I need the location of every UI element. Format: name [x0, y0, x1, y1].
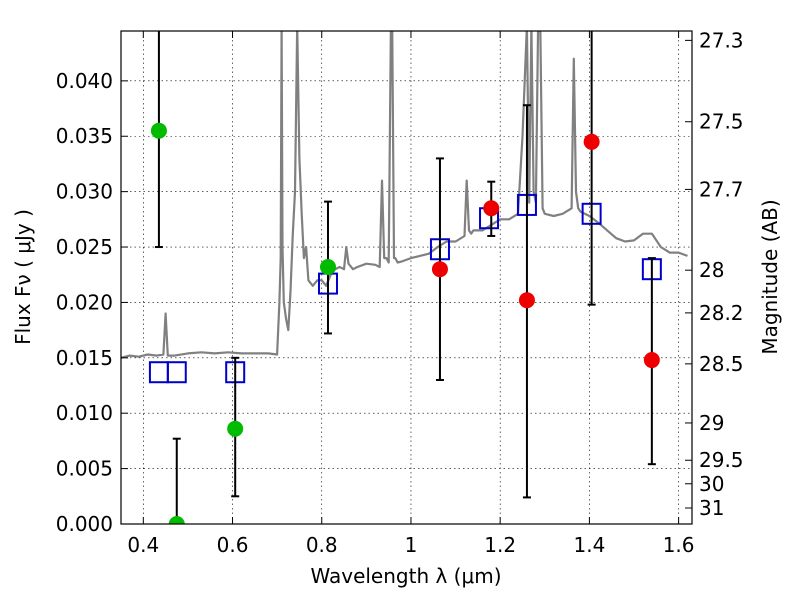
- x-tick-label: 0.8: [306, 533, 338, 557]
- model-band-flux-square: [148, 361, 169, 384]
- model-spectrum-line: [121, 31, 688, 359]
- y2-tick-label: 27.7: [699, 177, 744, 201]
- y-tick-label: 0.025: [56, 235, 113, 259]
- y-tick-label: 0.010: [56, 401, 113, 425]
- y2-tick-label: 28.2: [699, 301, 744, 325]
- y2-tick-label: 28.5: [699, 352, 744, 376]
- y-axis-title: Flux Fν ( μJy ): [11, 209, 35, 345]
- axis-ticks: 0.4 0.6 0.8 1 1.2 1.4 1.6 0.000 0.005 0.010 0.015 0…: [56, 28, 744, 557]
- y-tick-label: 0.035: [56, 124, 113, 148]
- observed-flux-point: [150, 122, 167, 139]
- y-tick-label: 0.000: [56, 512, 113, 536]
- x-tick-label: 1: [405, 533, 418, 557]
- plot-area: [121, 31, 688, 524]
- y2-tick-label: 28: [699, 258, 724, 282]
- model-band-flux-square: [166, 361, 187, 384]
- y-tick-label: 0.005: [56, 457, 113, 481]
- x-axis-title: Wavelength λ (μm): [310, 564, 501, 588]
- observed-flux-point: [227, 420, 244, 437]
- y2-tick-label: 29: [699, 411, 724, 435]
- x-tick-label: 0.6: [217, 533, 249, 557]
- observed-flux-point: [583, 133, 600, 150]
- y2-tick-label: 29.5: [699, 448, 744, 472]
- x-tick-label: 1.6: [663, 533, 695, 557]
- y2-tick-label: 30: [699, 472, 724, 496]
- observed-flux-point: [319, 258, 336, 275]
- y-tick-label: 0.030: [56, 180, 113, 204]
- y-tick-label: 0.015: [56, 346, 113, 370]
- plot-frame: [120, 30, 693, 525]
- observed-flux-point: [431, 261, 448, 278]
- grid: [121, 31, 692, 524]
- x-tick-label: 1.2: [484, 533, 516, 557]
- y2-axis-title: Magnitude (AB): [758, 199, 782, 354]
- y2-tick-label: 27.5: [699, 110, 744, 134]
- x-tick-label: 1.4: [573, 533, 605, 557]
- y-tick-label: 0.020: [56, 290, 113, 314]
- y2-tick-label: 31: [699, 496, 724, 520]
- y2-tick-label: 27.3: [699, 28, 744, 52]
- observed-flux-point: [518, 292, 535, 309]
- observed-flux-point: [168, 516, 185, 524]
- observed-flux-point: [483, 200, 500, 217]
- y-tick-label: 0.040: [56, 69, 113, 93]
- observed-flux-point: [643, 352, 660, 369]
- x-tick-label: 0.4: [127, 533, 159, 557]
